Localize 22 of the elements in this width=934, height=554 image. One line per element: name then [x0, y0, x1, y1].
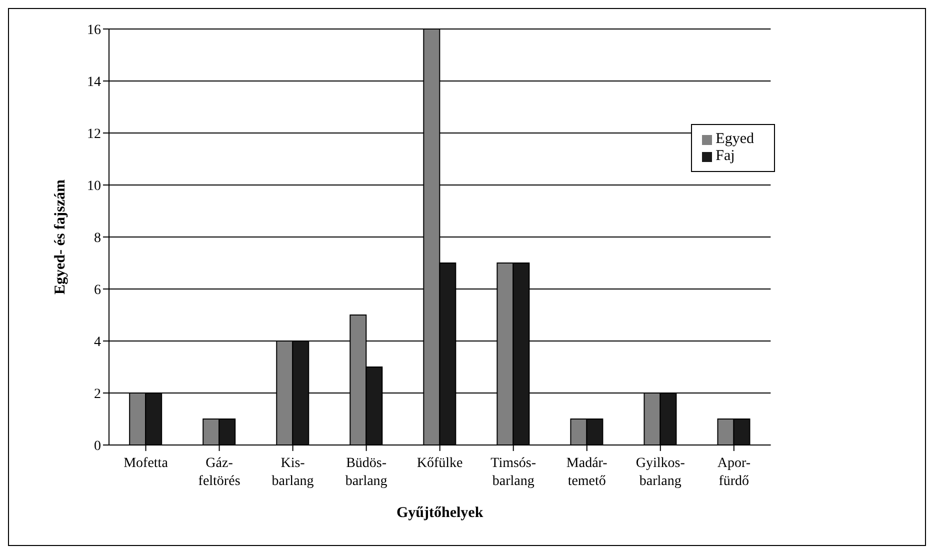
- x-tick-label: Gyilkos- barlang: [636, 456, 686, 489]
- y-tick-label: 2: [94, 386, 101, 402]
- x-tick-label: Mofetta: [124, 456, 169, 471]
- y-tick-label: 0: [94, 438, 101, 454]
- x-tick-label: Gáz- feltörés: [198, 456, 240, 489]
- x-tick-label: Kőfülke: [416, 456, 463, 471]
- y-tick-label: 6: [94, 282, 101, 298]
- legend-label: Egyed: [716, 131, 754, 147]
- legend-label: Faj: [716, 148, 735, 164]
- y-tick-label: 4: [94, 334, 101, 350]
- y-tick-label: 16: [87, 22, 101, 38]
- x-tick-label: Timsós- barlang: [490, 456, 536, 489]
- x-tick-label: Kis- barlang: [272, 456, 314, 489]
- y-axis-title: Egyed- és fajszám: [52, 179, 68, 294]
- x-tick-label: Büdös- barlang: [345, 456, 388, 489]
- x-tick-label: Madár- temető: [566, 456, 608, 489]
- y-tick-label: 8: [94, 230, 101, 246]
- y-tick-label: 12: [87, 126, 101, 142]
- x-axis-title: Gyűjtőhelyek: [396, 505, 484, 521]
- x-tick-label: Apor- fürdő: [717, 456, 751, 489]
- y-tick-label: 10: [87, 178, 101, 194]
- y-tick-label: 14: [87, 74, 101, 90]
